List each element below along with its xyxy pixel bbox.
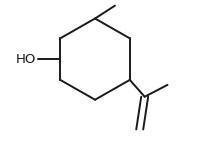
Text: HO: HO — [16, 53, 36, 66]
